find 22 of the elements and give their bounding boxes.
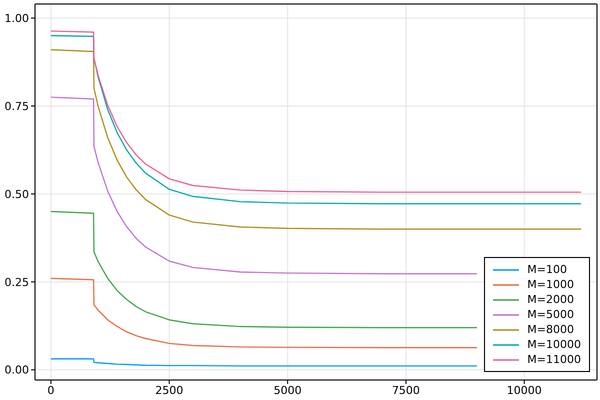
line-series <box>50 210 478 328</box>
x-tick-label: 0 <box>47 384 54 397</box>
legend-label: M=8000 <box>527 323 574 336</box>
line-series <box>50 278 478 348</box>
x-tick-label: 5000 <box>274 384 302 397</box>
legend-label: M=2000 <box>527 293 574 306</box>
legend-label: M=10000 <box>527 338 581 351</box>
y-tick-label: 0.00 <box>4 364 29 377</box>
legend-label: M=100 <box>527 263 567 276</box>
line-series <box>50 49 582 230</box>
legend-label: M=11000 <box>527 353 581 366</box>
y-tick-label: 0.25 <box>4 276 29 289</box>
legend-label: M=5000 <box>527 308 574 321</box>
line-series <box>50 96 478 274</box>
x-tick-label: 7500 <box>392 384 420 397</box>
y-tick-label: 1.00 <box>4 12 29 25</box>
line-series <box>50 358 478 367</box>
y-tick-label: 0.75 <box>4 100 29 113</box>
x-tick-label: 2500 <box>155 384 184 397</box>
y-tick-label: 0.50 <box>4 188 29 201</box>
legend-label: M=1000 <box>527 278 574 291</box>
x-tick-label: 10000 <box>506 384 542 397</box>
